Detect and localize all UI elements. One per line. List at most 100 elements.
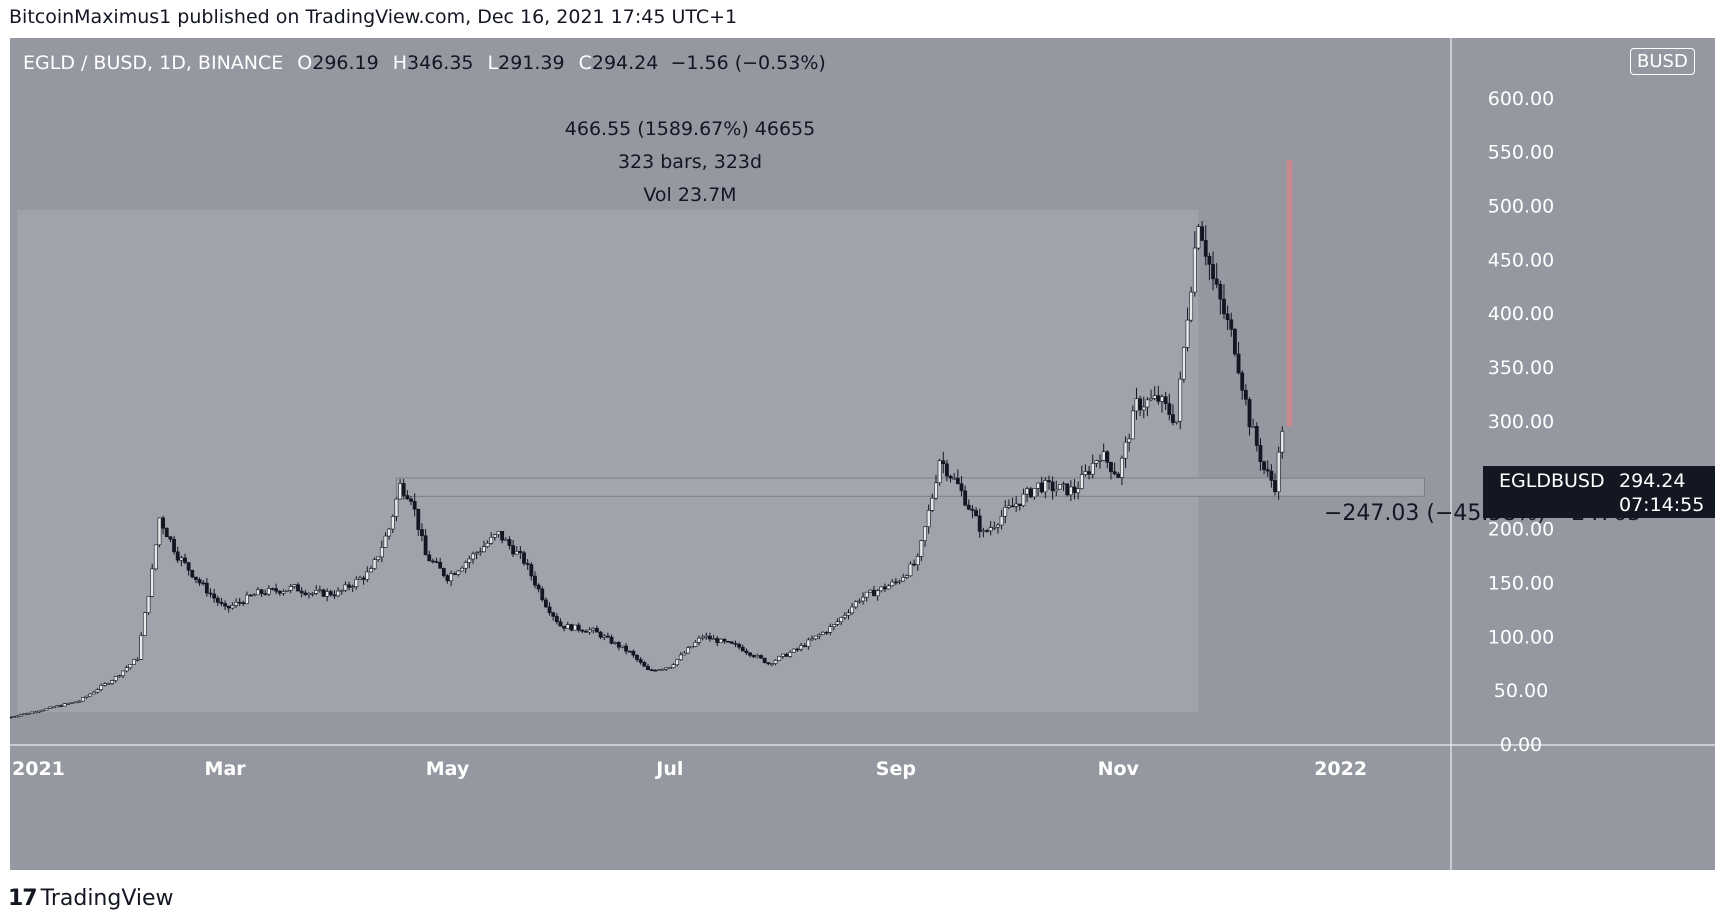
candle-body	[1145, 399, 1150, 408]
candle	[303, 590, 308, 597]
candle-body	[11, 716, 16, 718]
candle	[110, 679, 114, 685]
candle-body	[139, 635, 144, 660]
candle-body	[503, 539, 508, 541]
candle-body	[620, 645, 625, 648]
time-tick-label: Mar	[205, 758, 247, 780]
candle-body	[722, 638, 727, 642]
candle-body	[1247, 398, 1252, 428]
candle	[609, 634, 614, 645]
candle-body	[941, 460, 946, 465]
candle-body	[142, 612, 147, 636]
candle	[576, 622, 581, 633]
candle	[310, 592, 315, 597]
candle-body	[893, 581, 898, 584]
candle	[966, 499, 971, 511]
high-key: H	[392, 52, 408, 74]
candle	[478, 547, 483, 556]
candle	[285, 589, 289, 592]
candle	[638, 657, 643, 665]
candle	[471, 551, 475, 564]
candle	[770, 662, 774, 667]
candle	[1192, 231, 1197, 297]
candle-body	[930, 497, 935, 511]
measure-bars-label: 323 bars, 323d	[617, 151, 763, 173]
candle	[908, 561, 913, 577]
candle	[635, 654, 639, 662]
candle	[963, 485, 968, 507]
candle-body	[697, 637, 701, 643]
candle	[999, 509, 1004, 530]
candle	[831, 623, 836, 631]
candle-body	[248, 594, 253, 597]
candle	[19, 714, 23, 717]
candle	[879, 586, 884, 593]
candle-body	[376, 556, 381, 560]
candle	[99, 683, 104, 692]
candle	[507, 536, 512, 550]
currency-badge[interactable]: BUSD	[1630, 48, 1695, 75]
price-chart[interactable]: 0.0050.00100.00150.00200.00250.00300.003…	[10, 38, 1715, 870]
candle	[875, 589, 880, 601]
candle-body	[1240, 372, 1245, 391]
candle	[427, 550, 432, 562]
candle	[168, 536, 173, 543]
candle-body	[624, 645, 629, 652]
candle-body	[383, 535, 388, 548]
candle	[194, 576, 198, 584]
candle-body	[1109, 462, 1113, 472]
close-value: 294.24	[591, 52, 659, 74]
candle	[817, 633, 822, 640]
candle	[853, 600, 858, 610]
candle-body	[19, 714, 23, 717]
high-value: 346.35	[407, 52, 474, 74]
candle-body	[15, 715, 20, 718]
candle-body	[1047, 480, 1051, 483]
candle	[1087, 465, 1091, 480]
candle-body	[591, 628, 596, 631]
candle-body	[1025, 488, 1030, 495]
candle-body	[1258, 445, 1263, 462]
candle-body	[850, 606, 855, 614]
candle	[441, 567, 446, 578]
candle	[970, 505, 975, 519]
candle	[1006, 499, 1011, 510]
candle-body	[853, 601, 858, 608]
candle	[642, 660, 647, 667]
candle	[153, 544, 158, 571]
candle-body	[864, 591, 869, 598]
candle	[1014, 496, 1019, 512]
candle	[1181, 346, 1186, 383]
candle-body	[686, 647, 690, 654]
tradingview-logo[interactable]: 17 TradingView	[8, 886, 174, 911]
chart-area[interactable]: 0.0050.00100.00150.00200.00250.00300.003…	[10, 38, 1715, 870]
publish-header: BitcoinMaximus1 published on TradingView…	[9, 6, 738, 28]
candle-body	[1167, 403, 1172, 415]
candle-body	[44, 708, 49, 711]
candle-body	[1058, 484, 1062, 490]
candle	[602, 633, 607, 641]
candle	[595, 625, 599, 633]
candle-body	[186, 562, 191, 571]
candle	[394, 497, 399, 522]
candle	[325, 588, 330, 602]
candle-body	[492, 534, 497, 538]
candle	[401, 479, 406, 500]
candle	[1276, 446, 1281, 500]
candle	[369, 565, 373, 573]
candle-body	[314, 590, 319, 594]
candle	[1098, 454, 1102, 469]
candle	[463, 560, 468, 574]
candle-body	[219, 601, 224, 604]
candle	[799, 642, 803, 652]
candle-body	[157, 517, 162, 546]
candle-body	[482, 546, 486, 553]
candle	[197, 577, 202, 586]
candle-body	[1017, 503, 1022, 506]
candle	[945, 459, 949, 482]
candle-body	[1149, 398, 1153, 401]
candle-body	[168, 536, 173, 540]
candle	[1065, 483, 1070, 497]
candle-body	[839, 617, 844, 622]
candle	[551, 611, 556, 621]
